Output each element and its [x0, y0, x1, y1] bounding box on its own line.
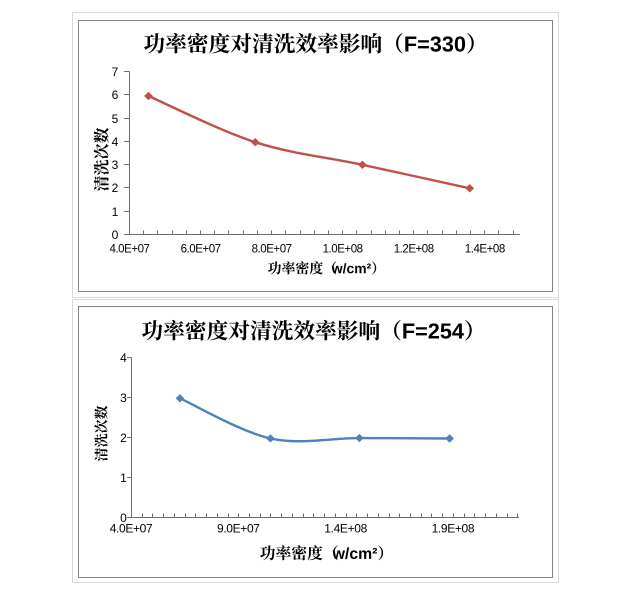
svg-text:6.0E+07: 6.0E+07: [181, 244, 221, 256]
svg-text:1.0E+08: 1.0E+08: [323, 244, 363, 256]
svg-text:4.0E+07: 4.0E+07: [109, 244, 149, 256]
svg-text:1: 1: [112, 205, 119, 219]
svg-text:4: 4: [112, 135, 119, 149]
svg-text:1.9E+08: 1.9E+08: [432, 522, 475, 536]
svg-text:8.0E+07: 8.0E+07: [252, 244, 292, 256]
svg-text:1: 1: [120, 471, 127, 485]
svg-text:0: 0: [120, 511, 127, 525]
svg-text:3: 3: [112, 158, 119, 172]
svg-text:6: 6: [112, 88, 119, 102]
svg-text:7: 7: [112, 65, 119, 79]
svg-text:4: 4: [120, 351, 127, 365]
svg-text:0: 0: [112, 228, 119, 242]
svg-text:4.0E+07: 4.0E+07: [110, 522, 153, 536]
svg-text:1.4E+08: 1.4E+08: [324, 522, 367, 536]
svg-text:3: 3: [120, 391, 127, 405]
svg-text:9.0E+07: 9.0E+07: [217, 522, 260, 536]
svg-text:1.2E+08: 1.2E+08: [394, 244, 434, 256]
svg-text:1.4E+08: 1.4E+08: [465, 244, 505, 256]
svg-text:5: 5: [112, 112, 119, 126]
svg-text:2: 2: [120, 431, 127, 445]
svg-text:2: 2: [112, 181, 119, 195]
